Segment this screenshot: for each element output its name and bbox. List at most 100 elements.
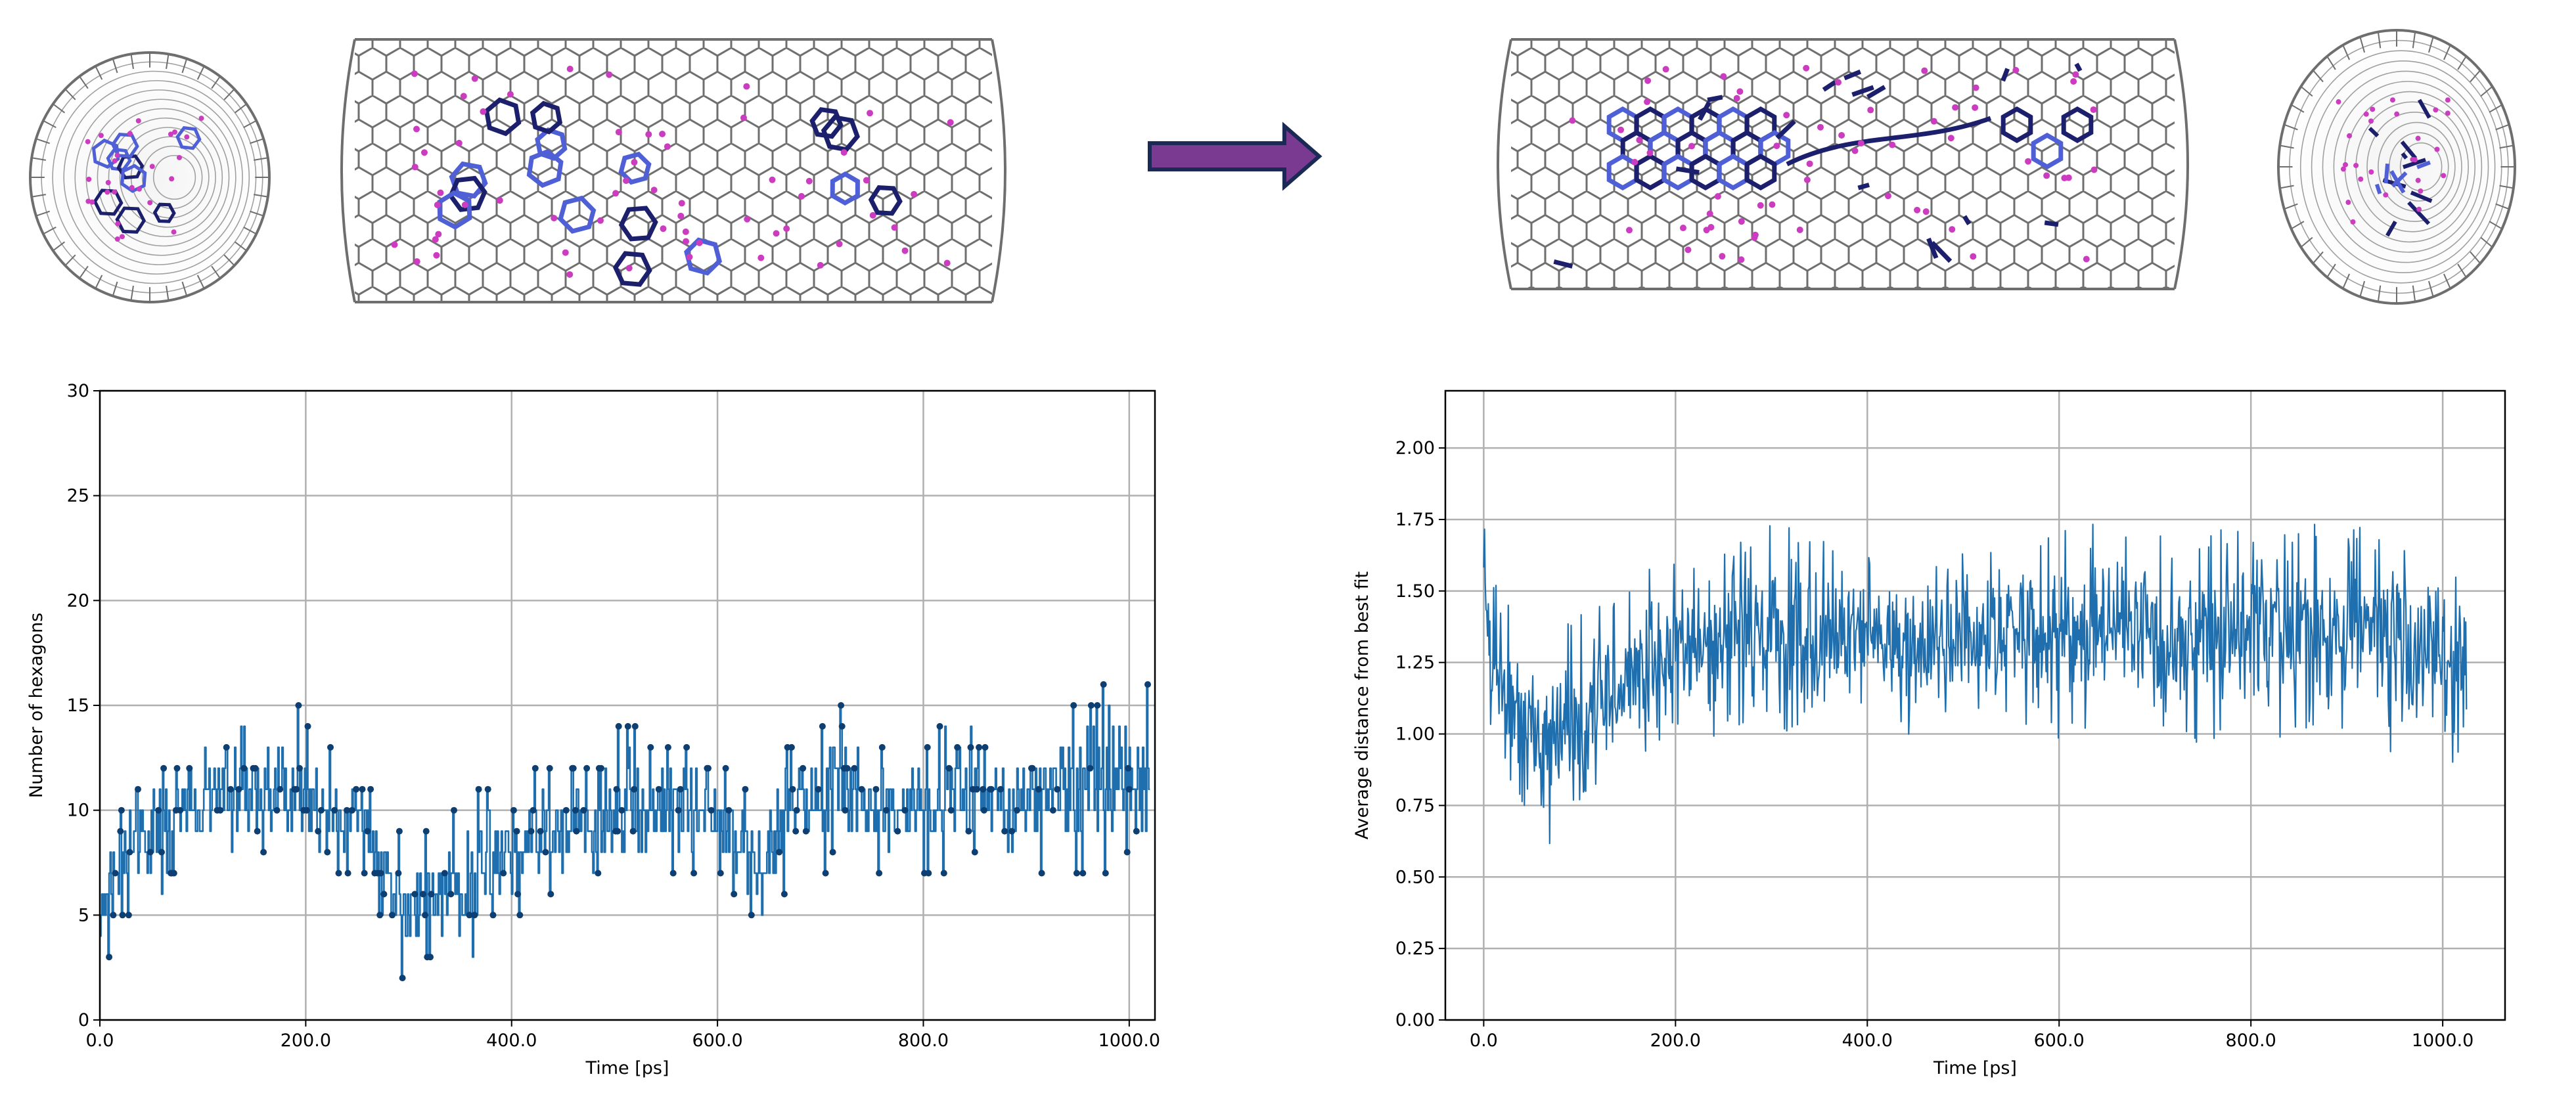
data-point: [683, 743, 690, 751]
hydrogen-atom: [460, 93, 467, 100]
hydrogen-atom: [566, 66, 574, 73]
hydrogen-atom: [1783, 112, 1790, 119]
data-point: [829, 849, 836, 856]
hydrogen-atom: [683, 238, 690, 245]
hydrogen-atom: [645, 131, 652, 138]
hydrogen-atom: [114, 236, 120, 242]
tube-lattice-edge: [2377, 32, 2382, 49]
data-point: [471, 912, 478, 919]
tube-lattice: [355, 39, 992, 302]
data-point: [447, 891, 455, 898]
data-point: [295, 702, 302, 709]
data-point: [883, 807, 890, 814]
hydrogen-atom: [1738, 256, 1745, 263]
tube-lattice-edge: [2326, 56, 2336, 70]
tube-lattice-edge: [64, 254, 76, 267]
data-point: [562, 807, 570, 814]
hydrogen-atom: [631, 159, 638, 166]
data-point: [173, 764, 181, 772]
hydrogen-atom: [112, 158, 118, 164]
hydrogen-atom: [2025, 158, 2032, 165]
hydrogen-atom: [1806, 160, 1813, 167]
hydrogen-atom: [411, 164, 418, 171]
hydrogen-atom: [1636, 137, 1643, 144]
tube-lattice-edge: [2470, 251, 2481, 264]
hydrogen-atom: [2370, 106, 2376, 112]
x-tick-label: 400.0: [1842, 1030, 1893, 1051]
data-point: [344, 807, 350, 814]
molecular-bond: [2400, 140, 2418, 160]
data-point: [348, 807, 355, 814]
data-point: [776, 849, 783, 856]
data-point: [583, 764, 591, 772]
data-point: [542, 849, 549, 856]
data-point: [118, 807, 125, 814]
molecular-bond: [2410, 190, 2433, 204]
hydrogen-atom: [1662, 66, 1669, 73]
hydrogen-atom: [2433, 107, 2439, 113]
hydrogen-atom: [1851, 147, 1859, 154]
molecular-bond: [1851, 85, 1874, 97]
tube-lattice-edge: [223, 88, 235, 100]
hydrogen-atom: [2012, 66, 2020, 74]
hydrogen-atom: [2415, 135, 2421, 141]
chart-ticks: 0.0 200.0 400.0 600.0 800.0 1000.0 0.00 0.25 0.5…: [1395, 438, 2474, 1051]
data-point: [304, 722, 311, 730]
data-point: [945, 764, 953, 772]
hydrogen-atom: [2441, 173, 2447, 179]
hydrogen-atom: [867, 110, 874, 117]
hydrogen-atom: [2434, 146, 2440, 152]
hydrogen-atom: [1867, 106, 1874, 114]
tube-lattice-edge: [2312, 70, 2324, 83]
data-point: [303, 807, 310, 814]
hydrogen-atom: [432, 236, 439, 243]
data-point: [514, 891, 522, 898]
y-tick-label: 1.25: [1395, 653, 1435, 673]
hydrogen-atom: [411, 70, 418, 77]
hydrogen-atom: [105, 179, 111, 185]
tube-inner-ring: [152, 154, 196, 200]
hydrogen-atom: [1803, 64, 1810, 72]
data-point: [1087, 764, 1094, 772]
data-point: [531, 764, 539, 772]
benzene-ring: [115, 206, 147, 234]
tube-lattice-edge: [2499, 185, 2514, 189]
hydrogen-atom: [1972, 84, 1979, 91]
tube-lattice-edge: [95, 66, 103, 80]
tube-lattice-edge: [2280, 144, 2294, 149]
hydrogen-atom: [413, 125, 420, 133]
hydrogen-atom: [168, 131, 173, 137]
hydrogen-atom: [184, 134, 190, 140]
data-point: [815, 785, 822, 793]
tube-lattice-edge: [2499, 144, 2514, 149]
tube-lattice-edge: [2284, 203, 2298, 210]
hexagon-series: [100, 681, 1151, 982]
data-point: [731, 891, 738, 898]
data-point: [377, 870, 384, 877]
hydrogen-atom: [434, 201, 441, 208]
data-point: [819, 722, 826, 730]
tube-lattice-edge: [35, 138, 51, 144]
data-point: [361, 870, 368, 877]
hydrogen-atom: [1738, 218, 1745, 225]
data-point: [1102, 870, 1109, 877]
hydrogen-atom: [650, 187, 658, 194]
hydrogen-atom: [2340, 166, 2346, 172]
hydrogen-atom: [606, 71, 613, 78]
data-point: [624, 722, 631, 730]
data-point: [117, 828, 124, 835]
data-point: [240, 764, 248, 772]
hydrogen-atom: [176, 154, 182, 160]
tube-lattice-edge: [2412, 285, 2416, 302]
hydrogen-atom: [2368, 118, 2374, 124]
data-point: [615, 722, 622, 730]
benzene-ring: [830, 171, 860, 206]
hydrogen-atom: [413, 258, 420, 265]
hydrogen-atom: [1796, 227, 1803, 234]
benzene-ring: [437, 190, 472, 230]
data-point: [800, 764, 807, 772]
hydrogen-atom: [2083, 255, 2090, 263]
tube-lattice-edge: [2480, 236, 2493, 248]
hydrogen-atom: [2445, 97, 2451, 103]
chart-ticks: 0.0 200.0 400.0 600.0 800.0 1000.0 0 5 10 15 20 25 3…: [67, 381, 1160, 1051]
